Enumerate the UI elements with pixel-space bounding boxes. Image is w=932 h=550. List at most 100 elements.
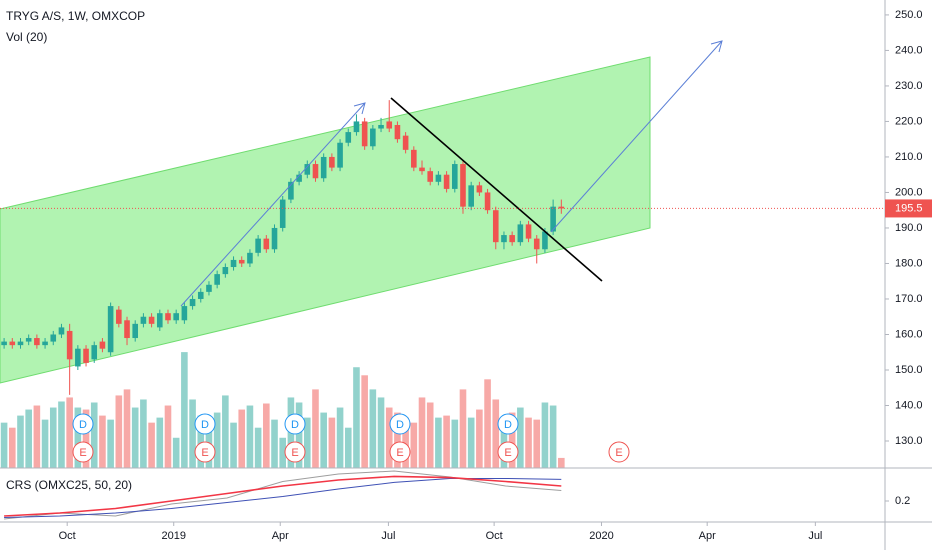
volume-bar	[295, 402, 303, 468]
candle-body	[288, 181, 294, 200]
candle-body	[25, 338, 32, 342]
candle-body	[443, 174, 450, 189]
volume-bar	[181, 352, 188, 468]
volume-bar	[459, 389, 467, 468]
volume-bar	[246, 405, 254, 468]
event-marker	[72, 441, 94, 463]
candle-body	[550, 206, 556, 232]
volume-bar	[558, 457, 565, 468]
volume-bar	[33, 405, 41, 468]
volume-bar	[82, 409, 90, 468]
candle-body	[66, 330, 73, 360]
candle-body	[378, 124, 384, 129]
y-tick-label: 230.0	[895, 80, 923, 92]
arrow	[180, 102, 366, 307]
x-tick-label: Apr	[272, 530, 289, 542]
arrow-head	[710, 40, 723, 53]
x-tick-label: 2020	[589, 530, 613, 542]
candle-body	[189, 298, 196, 307]
event-label: E	[79, 447, 86, 459]
y-tick-label: 250.0	[895, 9, 923, 21]
volume-bar	[517, 407, 524, 468]
candle-body	[345, 132, 352, 143]
candle-body	[361, 121, 368, 147]
volume-bar	[222, 395, 229, 468]
volume-bar	[492, 399, 500, 468]
candle-body	[435, 174, 442, 182]
volume-bar	[451, 419, 459, 468]
event-marker	[389, 413, 411, 435]
volume-bar	[156, 417, 164, 468]
candle-body	[296, 174, 302, 182]
volume-bar	[131, 407, 139, 468]
chart-title: TRYG A/S, 1W, OMXCOP	[6, 9, 145, 23]
y-tick-label: 220.0	[895, 115, 923, 127]
volume-bar	[263, 403, 270, 468]
candle-body	[419, 167, 425, 172]
volume-bar	[385, 407, 393, 468]
candle-body	[279, 199, 286, 228]
candle-body	[353, 121, 360, 133]
volume-bar	[533, 419, 541, 468]
y-tick-label: 190.0	[895, 222, 923, 234]
candle-body	[370, 128, 376, 147]
volume-bar	[99, 415, 106, 468]
candle-body	[558, 206, 565, 209]
volume-bar	[467, 417, 475, 468]
candle-body	[173, 313, 179, 321]
candle-body	[230, 259, 237, 268]
volume-bar	[49, 407, 57, 468]
volume-bar	[25, 409, 32, 468]
y-tick-label: 240.0	[895, 44, 923, 56]
volume-bar	[41, 419, 49, 468]
candle-body	[451, 164, 458, 189]
y-tick-label: 200.0	[895, 186, 923, 198]
volume-bar	[476, 409, 483, 468]
indicator-line	[4, 475, 562, 517]
volume-bar	[320, 412, 327, 468]
candle-body	[42, 341, 48, 346]
candle-body	[1, 341, 7, 346]
volume-bar	[123, 389, 131, 468]
event-label: E	[291, 447, 298, 459]
candle-body	[181, 306, 188, 321]
candle-body	[83, 348, 89, 363]
y-tick-label: 210.0	[895, 151, 923, 163]
volume-bar	[312, 389, 319, 468]
volume-bar	[525, 417, 532, 468]
candle-body	[124, 320, 130, 339]
candle-body	[75, 348, 81, 367]
candle-body	[337, 142, 343, 168]
volume-bar	[238, 409, 246, 468]
y-tick-label: 170.0	[895, 293, 923, 305]
candle-body	[197, 291, 204, 299]
volume-bar	[140, 399, 147, 468]
candle-body	[214, 274, 220, 285]
event-marker	[194, 441, 216, 463]
volume-bar	[8, 427, 16, 468]
event-label: E	[504, 447, 511, 459]
volume-bar	[353, 367, 360, 468]
volume-bar	[336, 407, 344, 468]
volume-bar	[484, 379, 491, 468]
event-label: D	[291, 419, 299, 431]
candle-body	[263, 238, 270, 250]
event-marker	[72, 413, 94, 435]
candle-body	[247, 252, 253, 264]
candle-body	[394, 124, 401, 140]
candle-body	[525, 224, 532, 239]
volume-bar	[148, 422, 155, 468]
volume-bar	[279, 437, 287, 468]
volume-label: Vol (20)	[6, 30, 47, 44]
y-tick-label: 150.0	[895, 364, 923, 376]
candle-body	[99, 341, 106, 349]
candle-body	[468, 185, 474, 207]
candle-body	[517, 224, 524, 243]
y-tick-label: 160.0	[895, 328, 923, 340]
candle-body	[484, 192, 491, 211]
candle-body	[206, 284, 212, 292]
volume-bar	[254, 427, 262, 468]
candle-body	[271, 227, 278, 250]
candle-body	[312, 164, 319, 179]
